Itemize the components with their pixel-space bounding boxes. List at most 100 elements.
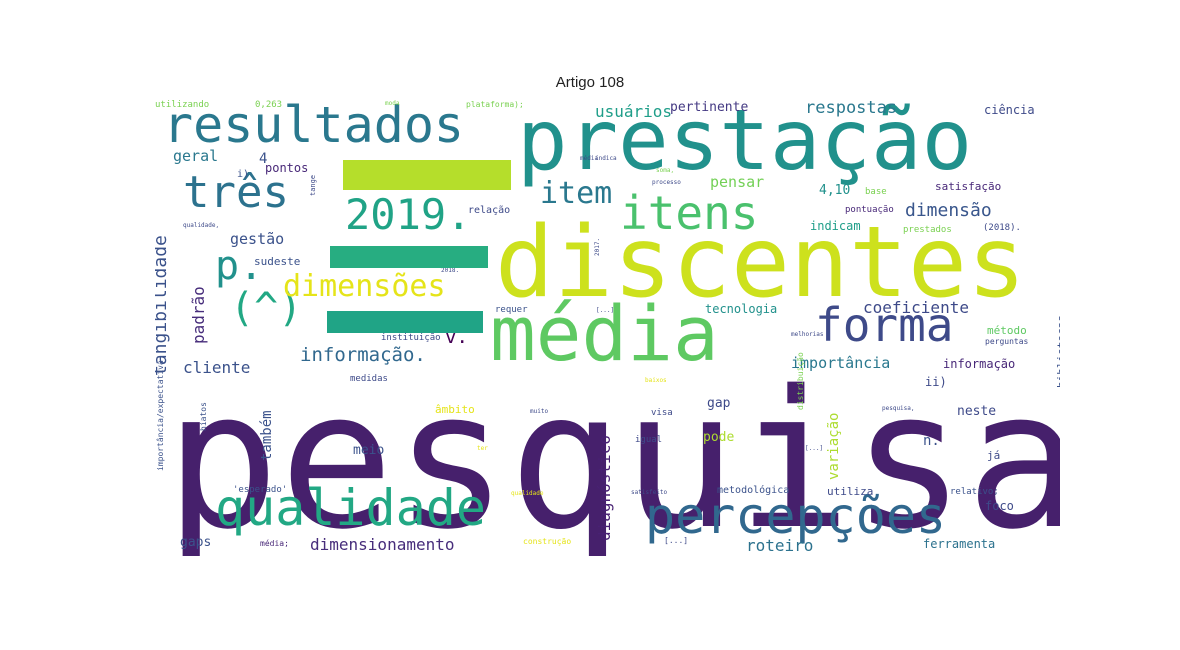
word-ja: já: [987, 449, 1001, 462]
word-tecnologia: tecnologia: [705, 302, 778, 316]
word-pesquisa: pesquisa: [165, 350, 1060, 556]
word-soma: soma,: [656, 167, 675, 174]
word-ferramenta: ferramenta: [923, 537, 996, 551]
word-ciencia: ciência: [984, 103, 1035, 117]
word-muito: muito: [530, 408, 549, 415]
word-tange: tange: [309, 174, 317, 196]
word-qualidade: qualidade,: [183, 222, 220, 229]
bar-top-shape: [343, 160, 511, 190]
word-media: média: [490, 289, 719, 378]
word-4-10: 4,10: [819, 183, 851, 198]
word-coeficiente: coeficiente: [863, 298, 969, 317]
word-geral: geral: [173, 147, 219, 165]
word-indicam: indicam: [810, 219, 861, 233]
word-resultados: resultados: [163, 96, 465, 154]
word-processo: processo: [652, 179, 681, 186]
word-distribuicao: distribuição: [796, 352, 805, 410]
word-satisfeito: satisfeito: [631, 489, 668, 496]
word-baixos: baixos: [645, 377, 667, 384]
word-metodologica: metodológica: [717, 485, 790, 496]
word-prestados: prestados: [903, 225, 952, 235]
word-relacao: relação: [468, 205, 511, 216]
word-discentes: discentes: [495, 206, 1027, 320]
word-symbol: (^): [230, 285, 303, 331]
word-igual: igual: [635, 435, 663, 445]
word-dimensionamento: dimensionamento: [310, 535, 455, 554]
word-gap: gap: [707, 396, 731, 411]
word-requer: requer: [495, 305, 528, 315]
word-2018: (2018).: [983, 223, 1021, 233]
word-importancia: importância: [791, 354, 891, 372]
word-padrao: padrão: [189, 286, 208, 344]
chart-title: Artigo 108: [555, 74, 625, 91]
word-percepcoes: percepções: [645, 487, 947, 545]
word-instituicao: instituição: [381, 333, 441, 343]
word-tres: três: [183, 167, 289, 218]
word-pesquisa: pesquisa,: [882, 405, 915, 412]
word-respostas: respostas: [805, 98, 898, 118]
word-informacao: informação: [943, 357, 1016, 371]
word-variacao: variação: [826, 412, 842, 480]
word-melhorias: melhorias: [791, 331, 824, 338]
word-construcao: construção: [523, 537, 572, 546]
word-plataforma: plataforma);: [466, 100, 524, 109]
word-perguntas: perguntas: [985, 337, 1029, 346]
word-ter: ter: [477, 445, 488, 452]
word-0-263: 0,263: [255, 100, 283, 110]
word-visa: visa: [651, 408, 673, 418]
word-itens: itens: [620, 186, 759, 240]
word-qualidade: qualidade: [215, 479, 486, 537]
word-gestao: gestão: [230, 230, 285, 248]
word-neste: neste: [957, 404, 997, 419]
word-diagnostico: diagnóstico: [595, 435, 614, 541]
word-informacao: informação.: [300, 344, 426, 366]
word-esperado: 'esperado': [233, 485, 288, 495]
word-medidas: medidas: [350, 374, 388, 384]
word-cliente: cliente: [183, 358, 251, 377]
word-ambito: âmbito: [435, 403, 475, 416]
word-item: item: [540, 176, 613, 211]
word-n: n.: [923, 433, 940, 449]
word-2018: 2018.: [441, 267, 460, 274]
word-symbol: [...]: [596, 307, 615, 314]
word-hiatos: hiatos: [199, 402, 208, 431]
word-prestacao: prestação: [517, 96, 973, 189]
word-utilizando: utilizando: [155, 100, 210, 110]
word-4: 4: [259, 151, 268, 167]
word-i: i): [237, 169, 250, 180]
word-meio: meio: [353, 443, 385, 458]
word-utiliza: utiliza: [827, 485, 874, 498]
word-symbol: [...]: [805, 445, 824, 452]
word-2019: 2019.: [345, 190, 472, 239]
word-indica: índica: [595, 155, 617, 162]
word-2017: 2017.: [594, 237, 601, 256]
word-tangibilidade: tangibilidade: [155, 235, 171, 376]
word-cloud: pesquisa discentes prestação média resultado…: [155, 96, 1060, 556]
word-usuarios: usuários: [595, 102, 673, 121]
word-bibliotecas: bibliotecas: [1055, 315, 1060, 388]
word-pertinente: pertinente: [670, 100, 749, 115]
word-pontos: pontos: [265, 161, 309, 175]
word-media: média;: [260, 539, 289, 548]
word-gaps: gaps: [180, 535, 212, 550]
word-satisfacao: satisfação: [935, 180, 1002, 193]
word-sudeste: sudeste: [254, 255, 301, 268]
word-symbol: [...]: [664, 536, 689, 545]
word-forma: forma: [815, 298, 954, 352]
word-importancia-expectativa: importância/expectativa: [156, 360, 165, 471]
word-dimensao: dimensão: [905, 200, 992, 221]
word-pontuacao: pontuação: [845, 205, 894, 215]
word-tambem: também: [259, 410, 275, 461]
word-pode: pode: [703, 430, 735, 445]
word-ii: ii): [925, 375, 947, 389]
word-relativo: relativo;: [950, 487, 999, 497]
word-qualidade: qualidade: [511, 490, 544, 497]
word-foco: foco: [985, 499, 1014, 513]
word-pensar: pensar: [710, 173, 765, 191]
word-base: base: [865, 187, 887, 197]
word-p: p.: [215, 243, 264, 289]
word-roteiro: roteiro: [746, 536, 814, 555]
bar-middle-shape: [330, 246, 488, 268]
word-moda: moda: [385, 100, 400, 107]
word-media: média: [580, 155, 599, 162]
